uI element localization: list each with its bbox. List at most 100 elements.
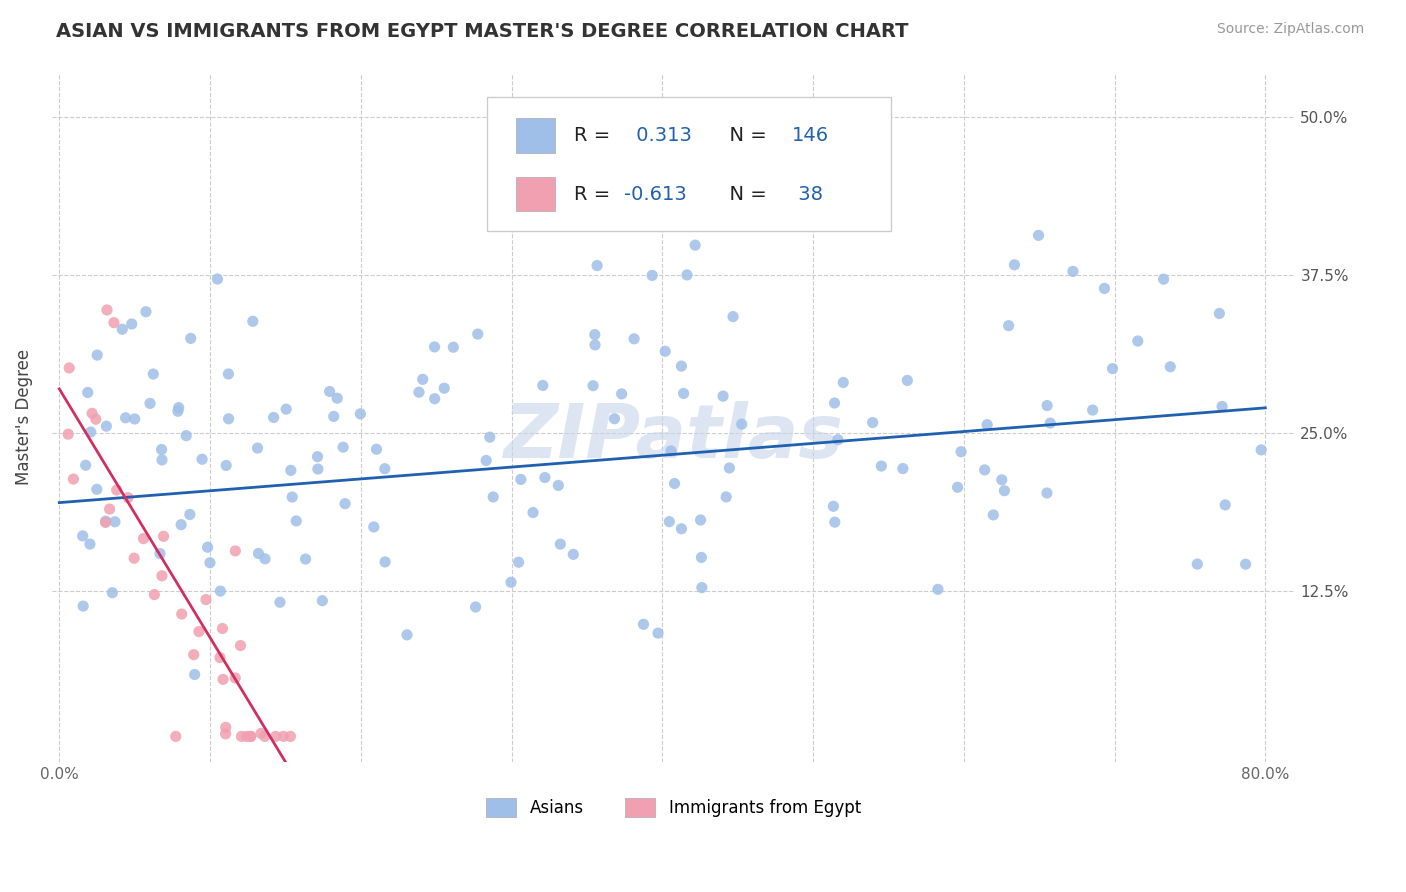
Point <box>96 419 118 434</box>
Point <box>412 372 434 386</box>
Point <box>718 461 741 475</box>
Point <box>433 381 456 395</box>
Point <box>142 367 165 381</box>
Point <box>231 730 253 744</box>
Point <box>1213 498 1236 512</box>
Point <box>117 491 139 505</box>
Point <box>583 327 606 342</box>
Point <box>150 442 173 457</box>
Point <box>610 387 633 401</box>
Point <box>647 626 669 640</box>
Point <box>731 417 754 431</box>
Text: N =: N = <box>717 126 773 145</box>
Point <box>105 483 128 497</box>
Point <box>72 529 94 543</box>
Point <box>509 472 531 486</box>
Point <box>114 410 136 425</box>
Point <box>235 730 257 744</box>
Point <box>79 537 101 551</box>
Text: 0.313: 0.313 <box>630 126 692 145</box>
Point <box>990 473 1012 487</box>
Point <box>848 183 870 197</box>
Point <box>689 513 711 527</box>
Point <box>276 402 298 417</box>
Point <box>194 592 217 607</box>
Point <box>690 550 713 565</box>
Point <box>676 268 699 282</box>
Point <box>870 458 893 473</box>
Text: N =: N = <box>717 185 773 203</box>
Text: ZIPatlas: ZIPatlas <box>503 401 844 475</box>
Point <box>671 359 693 373</box>
Point <box>229 639 252 653</box>
Point <box>1039 416 1062 430</box>
Point <box>58 427 80 442</box>
Point <box>211 622 233 636</box>
Point <box>179 508 201 522</box>
Point <box>711 389 734 403</box>
Point <box>583 338 606 352</box>
Point <box>1028 228 1050 243</box>
Point <box>1101 361 1123 376</box>
Point <box>294 552 316 566</box>
Point <box>75 458 97 473</box>
Point <box>139 396 162 410</box>
Point <box>217 367 239 381</box>
Point <box>333 497 356 511</box>
Point <box>562 547 585 561</box>
Point <box>827 433 849 447</box>
Point <box>150 453 173 467</box>
Point <box>891 461 914 475</box>
Text: Source: ZipAtlas.com: Source: ZipAtlas.com <box>1216 22 1364 37</box>
Point <box>247 546 270 560</box>
Point <box>239 730 262 744</box>
Point <box>550 537 572 551</box>
Point <box>143 588 166 602</box>
Point <box>832 376 855 390</box>
Point <box>659 443 682 458</box>
Point <box>981 508 1004 522</box>
Point <box>683 238 706 252</box>
Point <box>582 378 605 392</box>
Point <box>132 532 155 546</box>
Point <box>366 442 388 457</box>
Point <box>423 392 446 406</box>
Point <box>215 458 238 473</box>
Y-axis label: Master's Degree: Master's Degree <box>15 350 32 485</box>
Point <box>86 483 108 497</box>
Point <box>280 730 302 744</box>
Point <box>239 730 262 744</box>
Point <box>253 730 276 744</box>
Point <box>671 522 693 536</box>
Point <box>152 529 174 543</box>
Point <box>250 726 273 740</box>
Point <box>311 593 333 607</box>
Point <box>522 506 544 520</box>
Bar <box>516 119 555 153</box>
Point <box>1234 558 1257 572</box>
Point <box>641 268 664 283</box>
Point <box>214 727 236 741</box>
Point <box>273 730 295 744</box>
Point <box>467 327 489 342</box>
Point <box>170 517 193 532</box>
Point <box>269 595 291 609</box>
Point <box>215 720 238 734</box>
Point <box>441 340 464 354</box>
Point <box>111 322 134 336</box>
Point <box>862 416 884 430</box>
Text: 38: 38 <box>792 185 823 203</box>
Point <box>135 304 157 318</box>
Point <box>1094 281 1116 295</box>
Text: ASIAN VS IMMIGRANTS FROM EGYPT MASTER'S DEGREE CORRELATION CHART: ASIAN VS IMMIGRANTS FROM EGYPT MASTER'S … <box>56 22 908 41</box>
Point <box>281 490 304 504</box>
Point <box>58 360 80 375</box>
Point <box>285 514 308 528</box>
Point <box>167 401 190 415</box>
Point <box>264 730 287 744</box>
Point <box>482 490 505 504</box>
Point <box>183 648 205 662</box>
Text: R =: R = <box>574 185 617 203</box>
Bar <box>516 177 555 211</box>
Point <box>475 453 498 467</box>
